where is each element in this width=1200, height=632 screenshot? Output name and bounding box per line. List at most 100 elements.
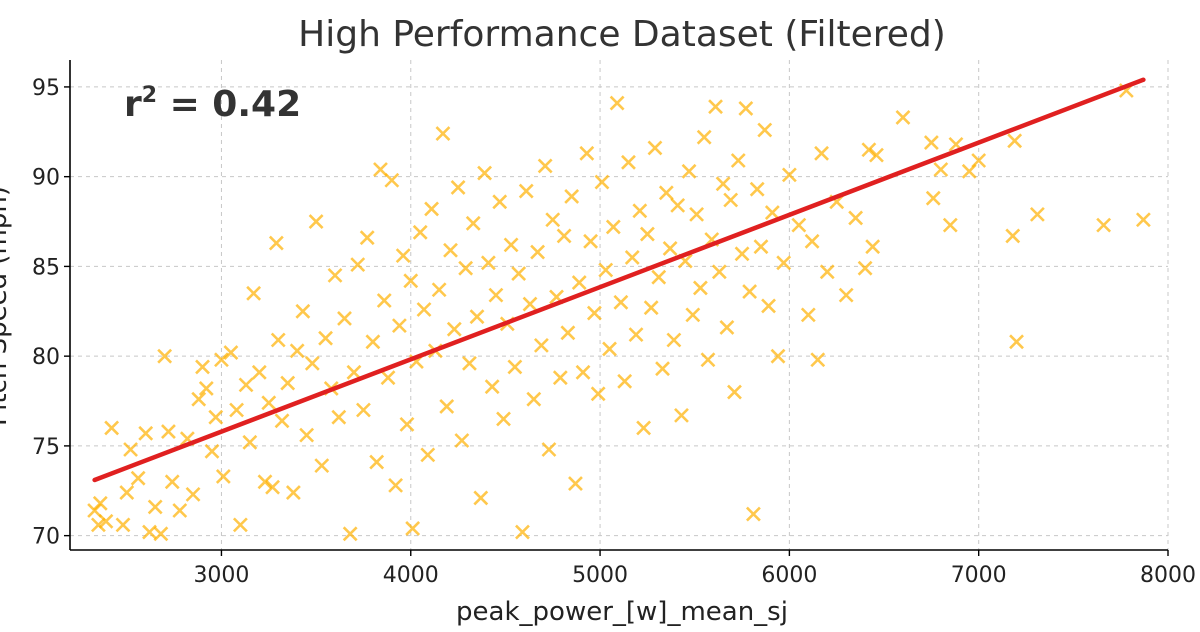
data-point: [700, 352, 716, 368]
data-point: [708, 99, 723, 115]
r-squared-annotation: r2 = 0.42: [124, 83, 301, 125]
x-tick-label: 6000: [761, 563, 817, 588]
data-point: [369, 454, 385, 470]
x-tick-label: 8000: [1140, 563, 1196, 588]
data-point: [575, 364, 591, 380]
data-point: [757, 122, 773, 138]
data-point: [395, 248, 411, 264]
data-point: [391, 318, 407, 334]
data-point: [800, 307, 816, 323]
data-point: [719, 320, 735, 335]
data-point: [435, 126, 451, 142]
data-point: [571, 275, 587, 290]
y-tick-label: 90: [32, 166, 60, 191]
data-point: [191, 391, 207, 407]
data-point: [776, 255, 792, 271]
data-point: [579, 145, 595, 161]
x-axis-label: peak_power_[w]_mean_sj: [456, 597, 788, 627]
data-point: [658, 185, 674, 201]
y-tick-label: 85: [32, 255, 60, 280]
data-point: [770, 348, 786, 364]
y-tick-label: 95: [32, 76, 60, 101]
data-point: [380, 370, 396, 386]
data-point: [92, 495, 108, 511]
data-point: [185, 486, 201, 502]
data-point: [142, 524, 157, 540]
data-point: [696, 129, 712, 145]
data-point: [356, 402, 371, 418]
r-squared-superscript: 2: [142, 83, 157, 108]
data-point: [666, 332, 682, 348]
data-point: [318, 330, 333, 346]
data-point: [503, 237, 519, 253]
data-point: [223, 345, 239, 360]
data-point: [251, 364, 267, 380]
data-point: [405, 521, 421, 536]
data-point: [689, 206, 705, 222]
y-tick-label: 70: [32, 525, 60, 550]
axes: [69, 60, 1168, 551]
data-point: [804, 233, 820, 249]
data-point: [246, 285, 262, 301]
data-point: [1096, 217, 1112, 233]
data-point: [533, 337, 549, 353]
data-point: [598, 262, 614, 278]
data-point: [331, 409, 347, 425]
data-point: [384, 172, 400, 188]
data-point: [172, 503, 188, 518]
data-point: [308, 214, 324, 229]
data-point: [594, 174, 610, 190]
y-axis-label: Pitch Speed (mph): [0, 186, 13, 426]
data-point: [711, 264, 727, 280]
data-point: [583, 233, 599, 249]
data-point: [624, 250, 640, 265]
data-point: [1135, 212, 1151, 228]
data-point: [469, 309, 485, 325]
data-point: [861, 142, 877, 158]
data-point: [214, 352, 229, 368]
data-point: [450, 180, 466, 195]
data-point: [458, 260, 474, 276]
data-point: [373, 162, 388, 177]
data-point: [420, 447, 436, 463]
data-point: [403, 273, 419, 289]
data-point: [651, 269, 667, 285]
data-point: [412, 224, 428, 240]
data-point: [376, 293, 392, 308]
data-point: [492, 194, 508, 210]
data-point: [749, 181, 765, 197]
data-point: [465, 215, 481, 231]
data-point: [541, 442, 557, 457]
data-point: [647, 140, 663, 156]
data-point: [443, 242, 458, 258]
data-point: [556, 228, 572, 244]
data-point: [552, 370, 568, 386]
data-point: [742, 284, 758, 299]
data-point: [925, 190, 941, 206]
data-point: [285, 485, 301, 500]
data-point: [662, 241, 678, 256]
data-point: [692, 280, 708, 296]
data-point: [304, 355, 320, 371]
data-point: [399, 416, 415, 432]
data-point: [761, 298, 776, 314]
data-point: [848, 210, 864, 226]
data-point: [621, 154, 636, 170]
data-point: [723, 192, 739, 208]
data-point: [639, 226, 655, 242]
data-point: [674, 407, 689, 423]
data-point: [518, 183, 534, 199]
data-point: [164, 474, 180, 490]
data-point: [232, 517, 248, 533]
data-point: [781, 167, 797, 183]
data-point: [507, 359, 523, 375]
data-point: [865, 239, 881, 255]
data-point: [488, 287, 504, 303]
data-point: [730, 153, 746, 168]
data-point: [636, 420, 652, 436]
data-point: [590, 386, 606, 402]
data-point: [274, 413, 290, 429]
data-point: [295, 303, 311, 319]
data-point: [602, 341, 617, 357]
